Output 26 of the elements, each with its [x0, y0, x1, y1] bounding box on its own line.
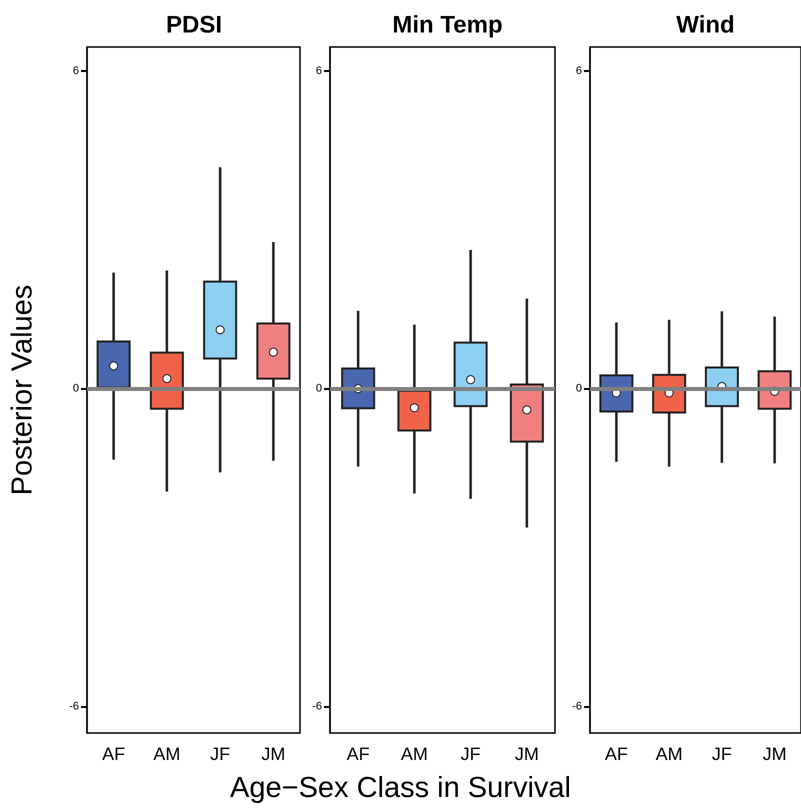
x-tick-label: JM [762, 744, 787, 764]
x-tick-label: JF [210, 744, 230, 764]
y-axis-title: Posterior Values [6, 284, 38, 496]
y-tick-label: 6 [316, 64, 322, 77]
x-tick-label: JM [261, 744, 286, 764]
y-tick-label: -6 [572, 700, 582, 713]
x-tick-label: AM [656, 744, 683, 764]
x-tick-label: JM [514, 744, 539, 764]
chart-title: Wind [676, 12, 735, 38]
y-tick-label: 6 [576, 64, 582, 77]
x-tick-label: AM [153, 744, 180, 764]
y-tick-label: 0 [576, 382, 582, 395]
x-tick-label: AM [400, 744, 428, 764]
y-tick-label: 0 [316, 382, 322, 395]
y-tick-label: -6 [312, 700, 322, 713]
x-tick-label: AF [604, 744, 628, 764]
x-tick-label: JF [460, 744, 481, 764]
chart-title: Min Temp [392, 12, 503, 38]
x-tick-label: JF [712, 744, 732, 764]
chart-title: PDSI [166, 12, 222, 38]
x-axis-title: Age−Sex Class in Survival [229, 772, 572, 805]
y-tick-label: -6 [69, 700, 79, 713]
y-tick-label: 0 [72, 382, 79, 395]
y-tick-label: 6 [72, 64, 79, 77]
x-tick-label: AF [346, 744, 370, 764]
x-tick-label: AF [102, 744, 126, 764]
